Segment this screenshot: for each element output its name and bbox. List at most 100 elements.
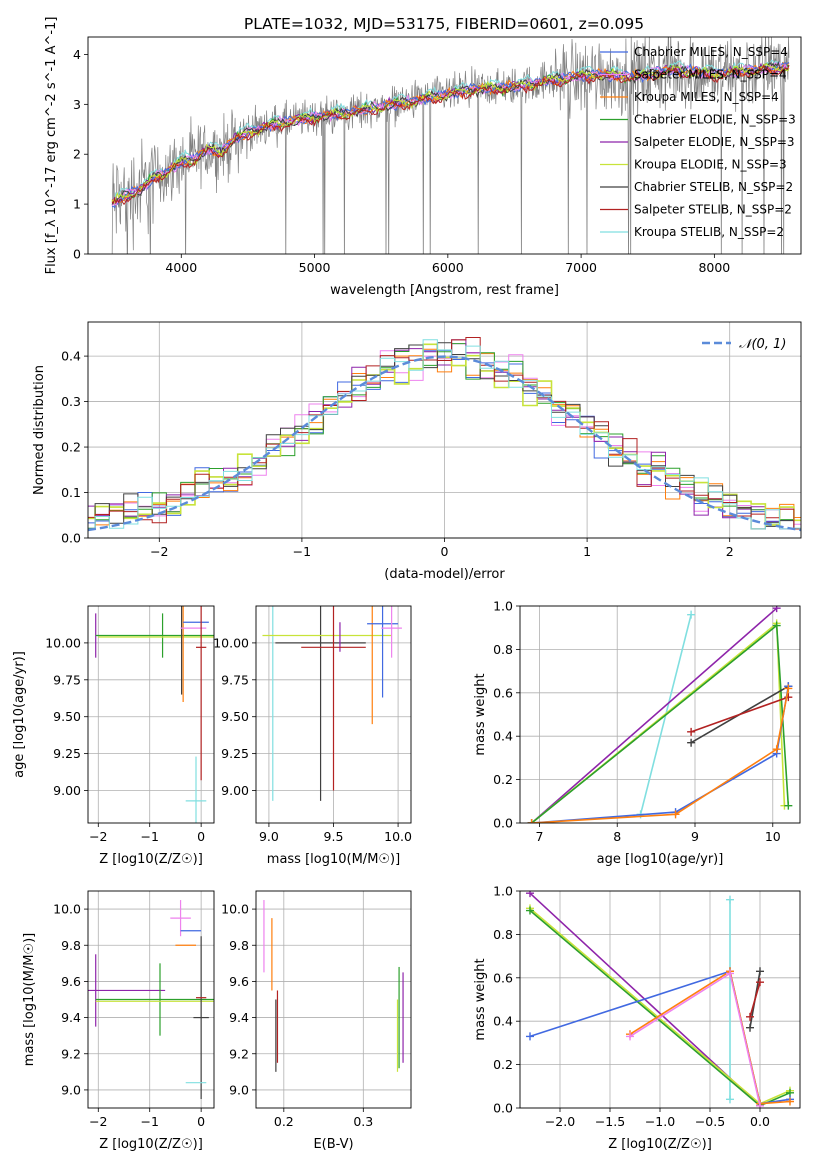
normal-curve [88, 355, 801, 532]
y-tick-label: 0.0 [61, 531, 81, 546]
y-tick-label: 9.50 [53, 709, 81, 724]
x-axis-label: (data-model)/error [384, 567, 505, 582]
x-axis-label: Z [log10(Z/Z☉)] [99, 1137, 203, 1152]
hist-salpeter-elodie [88, 339, 801, 530]
chart-weight_vs_Z: −2.0 −1.5 −1.0 −0.5 0.0 0.0 0.2 0.4 0.6 0.8 1.0 Z [… [473, 884, 801, 1152]
weight-marker-kroupa-miles [671, 810, 680, 819]
y-axis-label: Normed distribution [32, 365, 47, 495]
weight-marker-salpeter-miles [756, 1101, 764, 1108]
weight-marker-kroupa-miles [786, 1097, 794, 1106]
y-tick-label: 10.0 [53, 902, 81, 917]
y-tick-label: 0.2 [493, 772, 513, 787]
x-tick-label: 10.0 [384, 829, 412, 844]
y-axis-label: mass weight [473, 958, 488, 1040]
plot-area [527, 606, 793, 823]
legend-entry: Chabrier MILES, N_SSP=4 [634, 45, 788, 59]
y-axis-label: age [log10(age/yr)] [12, 651, 27, 778]
y-tick-label: 9.4 [229, 1010, 249, 1025]
plot-area [88, 900, 214, 1099]
axes-frame [87, 605, 215, 824]
x-tick-label: 10 [765, 829, 781, 844]
y-tick-label: 10.0 [221, 902, 249, 917]
y-tick-label: 9.75 [53, 672, 81, 687]
weight-marker-chabrier-stelib [687, 738, 696, 747]
y-tick-label: 0.3 [61, 394, 81, 409]
chart-mass_vs_EBV: 0.2 0.3 9.0 9.2 9.4 9.6 9.8 10.0 E(B-V) [221, 890, 412, 1152]
x-tick-label: −2 [89, 1114, 107, 1129]
y-tick-label: 2 [73, 147, 81, 162]
legend-entry: Chabrier STELIB, N_SSP=2 [634, 180, 793, 194]
weight-marker-chabrier-elodie [772, 621, 781, 630]
weight-marker-kroupa-miles [527, 819, 536, 823]
y-tick-label: 9.8 [229, 938, 249, 953]
chart-age_vs_Z: −2 −1 0 9.00 9.25 9.50 9.75 10.00 Z [log10(Z/Z☉)… [12, 605, 215, 867]
y-tick-label: 0.8 [493, 927, 513, 942]
y-tick-label: 0.8 [493, 642, 513, 657]
weight-marker-kroupa-miles [784, 684, 793, 693]
x-axis-label: Z [log10(Z/Z☉)] [99, 852, 203, 867]
weight-line-chabrier-miles [531, 686, 790, 823]
y-tick-label: 9.2 [229, 1046, 249, 1061]
weight-marker-salpeter-miles [626, 1032, 634, 1041]
axes-frame [87, 890, 215, 1109]
y-tick-label: 0.2 [493, 1057, 513, 1072]
x-tick-label: 4000 [165, 260, 197, 275]
y-tick-label: 9.2 [61, 1046, 81, 1061]
weight-marker-chabrier-elodie [526, 906, 534, 915]
y-tick-label: 0.4 [493, 1014, 513, 1029]
y-tick-label: 0.0 [493, 1101, 513, 1116]
x-axis-label: Z [log10(Z/Z☉)] [608, 1137, 712, 1152]
weight-marker-kroupa-stelib [687, 610, 696, 619]
model-line-salpeter-stelib [111, 64, 790, 206]
y-tick-label: 9.0 [229, 1082, 249, 1097]
axes-frame [519, 605, 801, 824]
y-tick-label: 1.0 [493, 599, 513, 614]
legend-entry: Chabrier ELODIE, N_SSP=3 [634, 113, 796, 127]
y-tick-label: 10.00 [45, 635, 81, 650]
x-tick-label: 7000 [565, 260, 597, 275]
legend-entry: Salpeter STELIB, N_SSP=2 [634, 203, 792, 217]
y-tick-label: 9.6 [229, 974, 249, 989]
legend: Chabrier MILES, N_SSP=4 Salpeter MILES, N… [600, 45, 796, 239]
axes-frame [255, 890, 412, 1109]
hist-chabrier-elodie [88, 343, 801, 530]
legend-entry: Kroupa STELIB, N_SSP=2 [634, 225, 784, 239]
y-axis-label: Flux [f_λ 10^-17 erg cm^-2 s^-1 A^-1] [44, 17, 59, 275]
plot-area [263, 900, 404, 1072]
weight-marker-chabrier-elodie [784, 801, 793, 810]
weight-marker-salpeter-elodie [772, 606, 781, 613]
chart-weight_vs_age: 7 8 9 10 0.0 0.2 0.4 0.6 0.8 1.0 age [log10(age/yr… [473, 599, 801, 867]
chart-age_vs_mass: 9.0 9.5 10.0 9.00 9.25 9.50 9.75 10.00 mass [log… [213, 605, 412, 867]
plot-area [88, 337, 801, 532]
x-tick-label: 8000 [698, 260, 730, 275]
y-tick-label: 0.2 [61, 440, 81, 455]
weight-marker-salpeter-stelib [687, 727, 696, 736]
y-tick-label: 1.0 [493, 884, 513, 899]
y-tick-label: 9.00 [53, 783, 81, 798]
y-axis-label: mass [log10(M/M☉)] [22, 933, 37, 1066]
y-tick-label: 9.25 [53, 746, 81, 761]
x-tick-label: 0 [441, 544, 449, 559]
weight-marker-chabrier-miles [526, 1032, 534, 1041]
weight-marker-salpeter-miles [726, 969, 734, 978]
x-axis-label: mass [log10(M/M☉)] [267, 852, 400, 867]
x-tick-label: −1 [140, 1114, 158, 1129]
x-tick-label: −2.0 [545, 1114, 575, 1129]
y-tick-label: 0.6 [493, 970, 513, 985]
chart-mass_vs_Z: −2 −1 0 9.0 9.2 9.4 9.6 9.8 10.0 Z [log10(Z/Z☉)] m… [22, 890, 215, 1152]
weight-line-chabrier-elodie [531, 623, 790, 823]
x-tick-label: 0.0 [750, 1114, 770, 1129]
x-tick-label: 0.2 [274, 1114, 294, 1129]
x-tick-label: 6000 [432, 260, 464, 275]
chart-residuals: −2 −1 0 1 2 0.0 0.1 0.2 0.3 0.4 (data-model)/error… [32, 321, 802, 582]
x-tick-label: −2 [150, 544, 168, 559]
x-tick-label: −0.5 [695, 1114, 725, 1129]
x-tick-label: 8 [613, 829, 621, 844]
weight-marker-kroupa-stelib [726, 895, 734, 904]
legend-entry: Salpeter ELODIE, N_SSP=3 [634, 135, 795, 149]
axes-frame [87, 36, 802, 255]
y-tick-label: 9.0 [61, 1082, 81, 1097]
x-tick-label: 5000 [299, 260, 331, 275]
